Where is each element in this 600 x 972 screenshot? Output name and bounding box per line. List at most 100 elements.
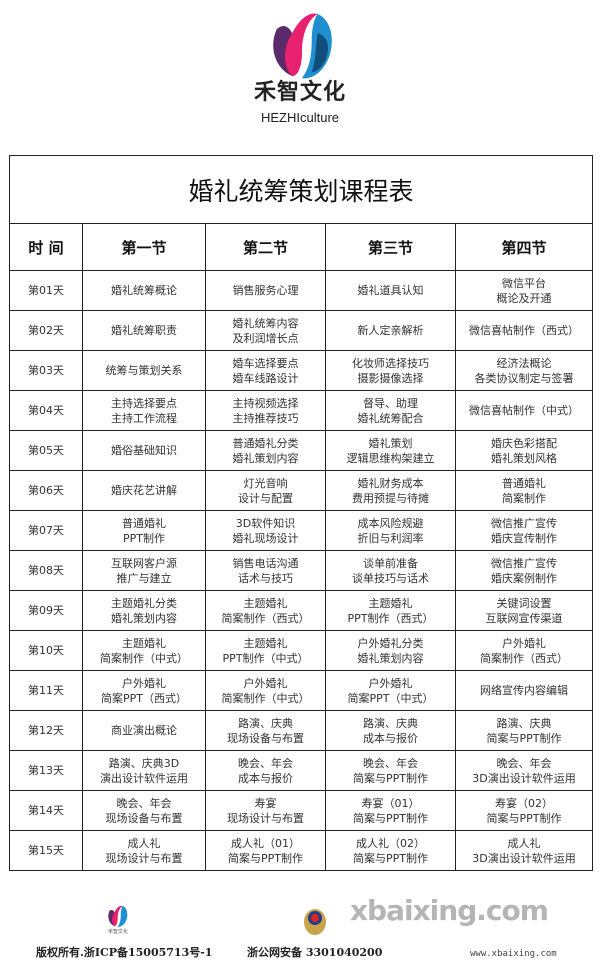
day-cell: 第15天 — [9, 830, 83, 871]
column-header: 第三节 — [325, 223, 456, 271]
session-cell: 商业演出概论 — [82, 710, 206, 751]
session-cell: 主持选择要点 主持工作流程 — [82, 390, 206, 431]
session-cell: 婚礼统筹职责 — [82, 310, 206, 351]
session-cell: 互联网客户源 推广与建立 — [82, 550, 206, 591]
table-row: 第13天 路演、庆典3D 演出设计软件运用 晚会、年会 成本与报价 晚会、年会 简案与… — [9, 750, 593, 791]
table-row: 第01天 婚礼统筹概论 销售服务心理 婚礼道具认知 微信平台 概论及开通 — [9, 270, 593, 311]
session-cell: 寿宴（02） 简案与PPT制作 — [455, 790, 593, 831]
session-cell: 晚会、年会 现场设备与布置 — [82, 790, 206, 831]
table-title: 婚礼统筹策划课程表 — [9, 155, 593, 224]
column-header: 时 间 — [9, 223, 83, 271]
table-row: 第12天 商业演出概论 路演、庆典 现场设备与布置 路演、庆典 成本与报价 路演、庆典 … — [9, 710, 593, 751]
table-row: 第07天 普通婚礼 PPT制作 3D软件知识 婚礼现场设计 成本风险规避 折旧与利润率… — [9, 510, 593, 551]
day-cell: 第14天 — [9, 790, 83, 831]
table-body: 第01天 婚礼统筹概论 销售服务心理 婚礼道具认知 微信平台 概论及开通 第02天 婚礼统筹… — [9, 270, 593, 871]
police-badge-icon — [304, 909, 326, 935]
column-header: 第四节 — [455, 223, 593, 271]
session-cell: 婚礼统筹概论 — [82, 270, 206, 311]
brand-name-en: HEZHIculture — [260, 110, 340, 125]
session-cell: 婚礼统筹内容 及利润增长点 — [205, 310, 326, 351]
session-cell: 谈单前准备 谈单技巧与话术 — [325, 550, 456, 591]
footer-logo-icon — [108, 905, 128, 927]
session-cell: 户外婚礼 简案制作（西式） — [455, 630, 593, 671]
table-row: 第02天 婚礼统筹职责 婚礼统筹内容 及利润增长点 新人定亲解析 微信喜帖制作（西式） — [9, 310, 593, 351]
table-row: 第14天 晚会、年会 现场设备与布置 寿宴 现场设计与布置 寿宴（01） 简案与PPT… — [9, 790, 593, 831]
session-cell: 网络宣传内容编辑 — [455, 670, 593, 711]
session-cell: 晚会、年会 成本与报价 — [205, 750, 326, 791]
day-cell: 第05天 — [9, 430, 83, 471]
session-cell: 成人礼 3D演出设计软件运用 — [455, 830, 593, 871]
session-cell: 成人礼（02） 简案与PPT制作 — [325, 830, 456, 871]
table-row: 第11天 户外婚礼 简案PPT（西式） 户外婚礼 简案制作（中式） 户外婚礼 简案PP… — [9, 670, 593, 711]
day-cell: 第03天 — [9, 350, 83, 391]
column-header: 第一节 — [82, 223, 206, 271]
session-cell: 关键词设置 互联网宣传渠道 — [455, 590, 593, 631]
session-cell: 路演、庆典 现场设备与布置 — [205, 710, 326, 751]
session-cell: 销售服务心理 — [205, 270, 326, 311]
session-cell: 微信平台 概论及开通 — [455, 270, 593, 311]
session-cell: 婚礼策划 逻辑思维构架建立 — [325, 430, 456, 471]
session-cell: 晚会、年会 简案与PPT制作 — [325, 750, 456, 791]
column-header: 第二节 — [205, 223, 326, 271]
session-cell: 婚礼财务成本 费用预提与待摊 — [325, 470, 456, 511]
session-cell: 户外婚礼分类 婚礼策划内容 — [325, 630, 456, 671]
session-cell: 婚庆花艺讲解 — [82, 470, 206, 511]
session-cell: 寿宴（01） 简案与PPT制作 — [325, 790, 456, 831]
session-cell: 普通婚礼分类 婚礼策划内容 — [205, 430, 326, 471]
session-cell: 户外婚礼 简案PPT（中式） — [325, 670, 456, 711]
session-cell: 晚会、年会 3D演出设计软件运用 — [455, 750, 593, 791]
day-cell: 第10天 — [9, 630, 83, 671]
day-cell: 第06天 — [9, 470, 83, 511]
table-row: 第04天 主持选择要点 主持工作流程 主持视频选择 主持推荐技巧 督导、助理 婚礼统筹… — [9, 390, 593, 431]
table-header-row: 时 间第一节 第二节 第三节 第四节 — [9, 223, 593, 271]
brand-name-cn: 禾智文化 — [253, 80, 346, 105]
day-cell: 第04天 — [9, 390, 83, 431]
session-cell: 普通婚礼 简案制作 — [455, 470, 593, 511]
day-cell: 第11天 — [9, 670, 83, 711]
watermark: xbaixing.com — [350, 894, 549, 927]
session-cell: 路演、庆典3D 演出设计软件运用 — [82, 750, 206, 791]
session-cell: 主题婚礼 简案制作（中式） — [82, 630, 206, 671]
session-cell: 户外婚礼 简案PPT（西式） — [82, 670, 206, 711]
session-cell: 成人礼 现场设计与布置 — [82, 830, 206, 871]
table-row: 第05天 婚俗基础知识 普通婚礼分类 婚礼策划内容 婚礼策划 逻辑思维构架建立 婚庆色彩… — [9, 430, 593, 471]
day-cell: 第07天 — [9, 510, 83, 551]
course-schedule-table: 婚礼统筹策划课程表 时 间第一节 第二节 第三节 第四节 第01天 婚礼统筹概论 销售服务… — [9, 155, 593, 871]
session-cell: 成本风险规避 折旧与利润率 — [325, 510, 456, 551]
table-row: 第06天 婚庆花艺讲解 灯光音响 设计与配置 婚礼财务成本 费用预提与待摊 普通婚礼 简… — [9, 470, 593, 511]
session-cell: 化妆师选择技巧 摄影摄像选择 — [325, 350, 456, 391]
day-cell: 第09天 — [9, 590, 83, 631]
table-row: 第03天 统筹与策划关系 婚车选择要点 婚车线路设计 化妆师选择技巧 摄影摄像选择 经济… — [9, 350, 593, 391]
session-cell: 主持视频选择 主持推荐技巧 — [205, 390, 326, 431]
session-cell: 普通婚礼 PPT制作 — [82, 510, 206, 551]
session-cell: 微信喜帖制作（西式） — [455, 310, 593, 351]
brand-logo — [266, 11, 334, 79]
watermark-url: www.xbaixing.com — [470, 949, 557, 959]
session-cell: 灯光音响 设计与配置 — [205, 470, 326, 511]
day-cell: 第08天 — [9, 550, 83, 591]
session-cell: 主题婚礼 PPT制作（西式） — [325, 590, 456, 631]
session-cell: 主题婚礼 PPT制作（中式） — [205, 630, 326, 671]
table-row: 第09天 主题婚礼分类 婚礼策划内容 主题婚礼 简案制作（西式） 主题婚礼 PPT制作… — [9, 590, 593, 631]
session-cell: 主题婚礼分类 婚礼策划内容 — [82, 590, 206, 631]
session-cell: 婚车选择要点 婚车线路设计 — [205, 350, 326, 391]
session-cell: 路演、庆典 成本与报价 — [325, 710, 456, 751]
session-cell: 成人礼（01） 简案与PPT制作 — [205, 830, 326, 871]
session-cell: 新人定亲解析 — [325, 310, 456, 351]
day-cell: 第12天 — [9, 710, 83, 751]
session-cell: 销售电话沟通 话术与技巧 — [205, 550, 326, 591]
day-cell: 第01天 — [9, 270, 83, 311]
session-cell: 婚庆色彩搭配 婚礼策划风格 — [455, 430, 593, 471]
session-cell: 寿宴 现场设计与布置 — [205, 790, 326, 831]
session-cell: 微信喜帖制作（中式） — [455, 390, 593, 431]
copyright-text: 版权所有.浙ICP备15005713号-1 — [36, 946, 213, 959]
table-row: 第10天 主题婚礼 简案制作（中式） 主题婚礼 PPT制作（中式） 户外婚礼分类 婚礼… — [9, 630, 593, 671]
day-cell: 第02天 — [9, 310, 83, 351]
session-cell: 户外婚礼 简案制作（中式） — [205, 670, 326, 711]
table-row: 第15天 成人礼 现场设计与布置 成人礼（01） 简案与PPT制作 成人礼（02） 简… — [9, 830, 593, 871]
footer-logo-text: 禾智文化 — [107, 929, 128, 935]
session-cell: 婚俗基础知识 — [82, 430, 206, 471]
session-cell: 经济法概论 各类协议制定与签署 — [455, 350, 593, 391]
session-cell: 督导、助理 婚礼统筹配合 — [325, 390, 456, 431]
session-cell: 微信推广宣传 婚庆案例制作 — [455, 550, 593, 591]
